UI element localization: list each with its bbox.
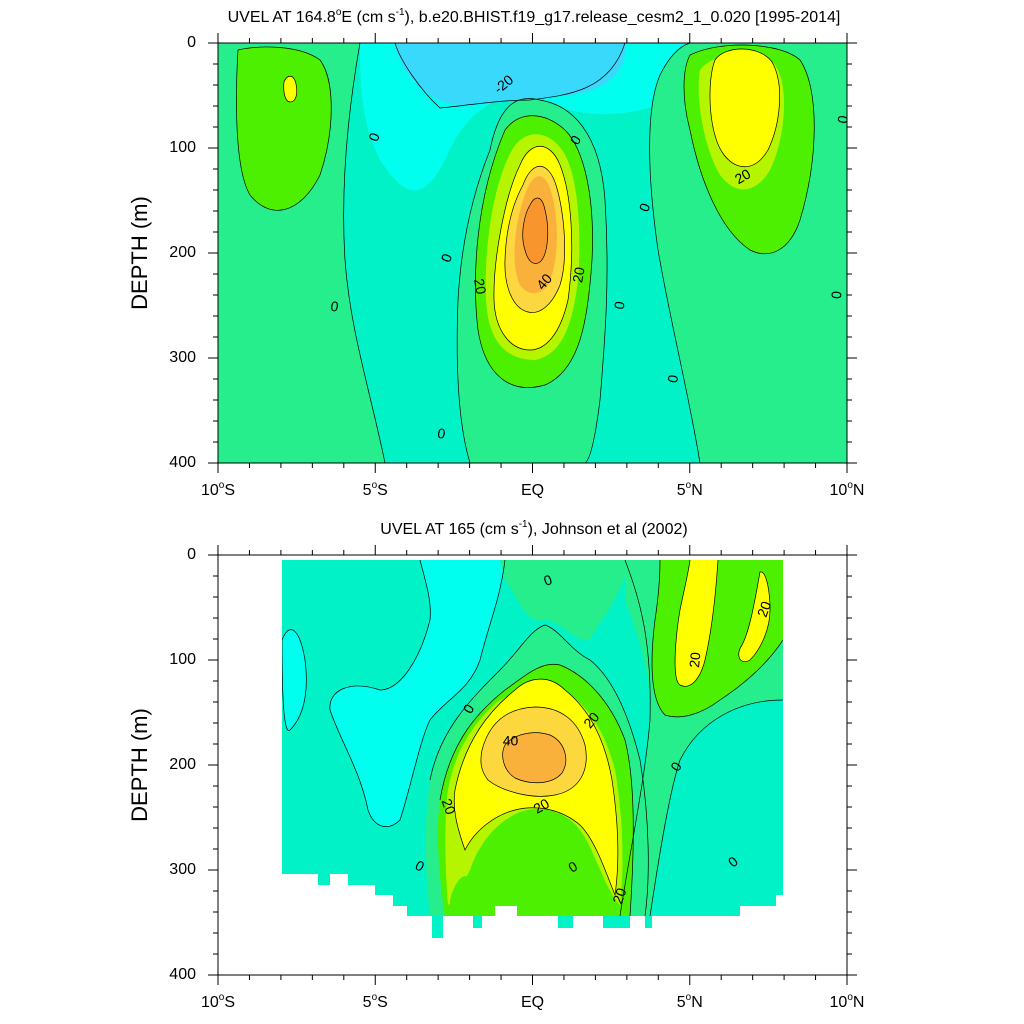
- x-tick-label: 10oS: [201, 480, 235, 499]
- contour-label: 20: [732, 165, 754, 187]
- y-tick-label: 400: [169, 454, 196, 471]
- x-tick-degree: o: [847, 480, 853, 491]
- x-tick-degree: o: [847, 992, 853, 1003]
- title-text-after: ), b.e20.BHIST.f19_g17.release_cesm2_1_0…: [405, 9, 841, 26]
- x-tick-hemisphere: S: [377, 482, 388, 499]
- contour-label: 0: [611, 300, 628, 311]
- x-tick-hemisphere: N: [691, 482, 703, 499]
- x-tick-value: EQ: [521, 994, 544, 1011]
- x-tick-label: 5oN: [677, 992, 703, 1011]
- contour-label: 0: [436, 425, 447, 442]
- title-text-mid: E (cm s: [341, 9, 395, 26]
- contour-lines: [282, 560, 783, 917]
- x-tick-value: 10: [201, 482, 219, 499]
- contour-label: 20: [686, 651, 703, 668]
- x-tick-label: 5oN: [677, 480, 703, 499]
- contour-label: 0: [664, 373, 681, 384]
- x-tick-label: 10oS: [201, 992, 235, 1011]
- title-text-before: UVEL AT 165 (cm s: [380, 521, 518, 538]
- x-tick-hemisphere: S: [224, 482, 235, 499]
- x-tick-degree: o: [219, 992, 225, 1003]
- x-tick-hemisphere: N: [691, 994, 703, 1011]
- x-tick-degree: o: [686, 992, 692, 1003]
- x-tick-hemisphere: N: [853, 994, 865, 1011]
- y-tick-label: 200: [169, 756, 196, 773]
- x-tick-hemisphere: N: [853, 482, 865, 499]
- fill-band-pos0-lower: [450, 876, 470, 928]
- x-tick-degree: o: [219, 480, 225, 491]
- x-tick-label: 5oS: [363, 480, 388, 499]
- y-axis-label: DEPTH (m): [127, 708, 152, 822]
- fill-band-neg10-west: [329, 560, 505, 827]
- title-superscript: -1: [519, 519, 528, 530]
- contour-label: 0: [834, 114, 851, 125]
- y-tick-label: 0: [187, 34, 196, 51]
- contour-label: 0: [828, 290, 845, 299]
- fill-band-pos30-east: [709, 48, 780, 167]
- title-superscript: -1: [396, 7, 405, 18]
- x-tick-value: 5: [363, 994, 372, 1011]
- x-tick-value: EQ: [521, 482, 544, 499]
- chart-title: UVEL AT 164.8oE (cm s-1), b.e20.BHIST.f1…: [228, 7, 841, 26]
- fill-band-pos20-west: [283, 76, 297, 102]
- x-tick-label: EQ: [521, 482, 544, 499]
- fill-band-pos50-euc: [502, 732, 566, 783]
- contour-label: 20: [471, 277, 489, 295]
- title-degree-symbol: o: [336, 7, 342, 18]
- contour-label: 20: [609, 886, 629, 906]
- x-tick-degree: o: [686, 480, 692, 491]
- y-tick-label: 100: [169, 651, 196, 668]
- y-axis-label: DEPTH (m): [127, 196, 152, 310]
- x-tick-value: 5: [363, 482, 372, 499]
- y-tick-label: 100: [169, 139, 196, 156]
- x-tick-hemisphere: S: [224, 994, 235, 1011]
- contour-label: 40: [503, 733, 519, 749]
- contour-lines: [236, 43, 815, 463]
- contour-label: 20: [531, 795, 553, 817]
- contour-label: 20: [569, 266, 587, 284]
- y-tick-label: 0: [187, 546, 196, 563]
- x-tick-value: 10: [201, 994, 219, 1011]
- x-tick-value: 10: [830, 482, 848, 499]
- x-tick-label: 10oN: [830, 992, 865, 1011]
- fill-band-neg10-south: [282, 629, 307, 731]
- y-tick-label: 200: [169, 244, 196, 261]
- contour-label: 20: [439, 797, 459, 817]
- x-tick-degree: o: [372, 992, 378, 1003]
- fill-band-pos60-euc: [522, 198, 548, 264]
- title-text-after: ), Johnson et al (2002): [528, 521, 688, 538]
- fill-band-neg30: [395, 43, 626, 106]
- x-tick-value: 5: [677, 994, 686, 1011]
- y-tick-label: 300: [169, 861, 196, 878]
- x-tick-hemisphere: S: [377, 994, 388, 1011]
- y-tick-label: 300: [169, 349, 196, 366]
- x-tick-label: 5oS: [363, 992, 388, 1011]
- fill-band-pos0-west: [236, 47, 332, 211]
- contour-label: 20: [754, 599, 774, 619]
- fill-band-pos30-east-b: [738, 571, 770, 662]
- x-tick-value: 10: [830, 994, 848, 1011]
- y-tick-label: 400: [169, 966, 196, 983]
- contour-label: 0: [329, 298, 340, 315]
- x-tick-label: 10oN: [830, 480, 865, 499]
- fill-band-pos10-surface: [500, 560, 630, 640]
- chart-title: UVEL AT 165 (cm s-1), Johnson et al (200…: [380, 519, 687, 538]
- fill-band-pos30-east-a: [675, 560, 718, 687]
- title-text-before: UVEL AT 164.8: [228, 9, 336, 26]
- x-tick-degree: o: [372, 480, 378, 491]
- x-tick-value: 5: [677, 482, 686, 499]
- x-tick-label: EQ: [521, 994, 544, 1011]
